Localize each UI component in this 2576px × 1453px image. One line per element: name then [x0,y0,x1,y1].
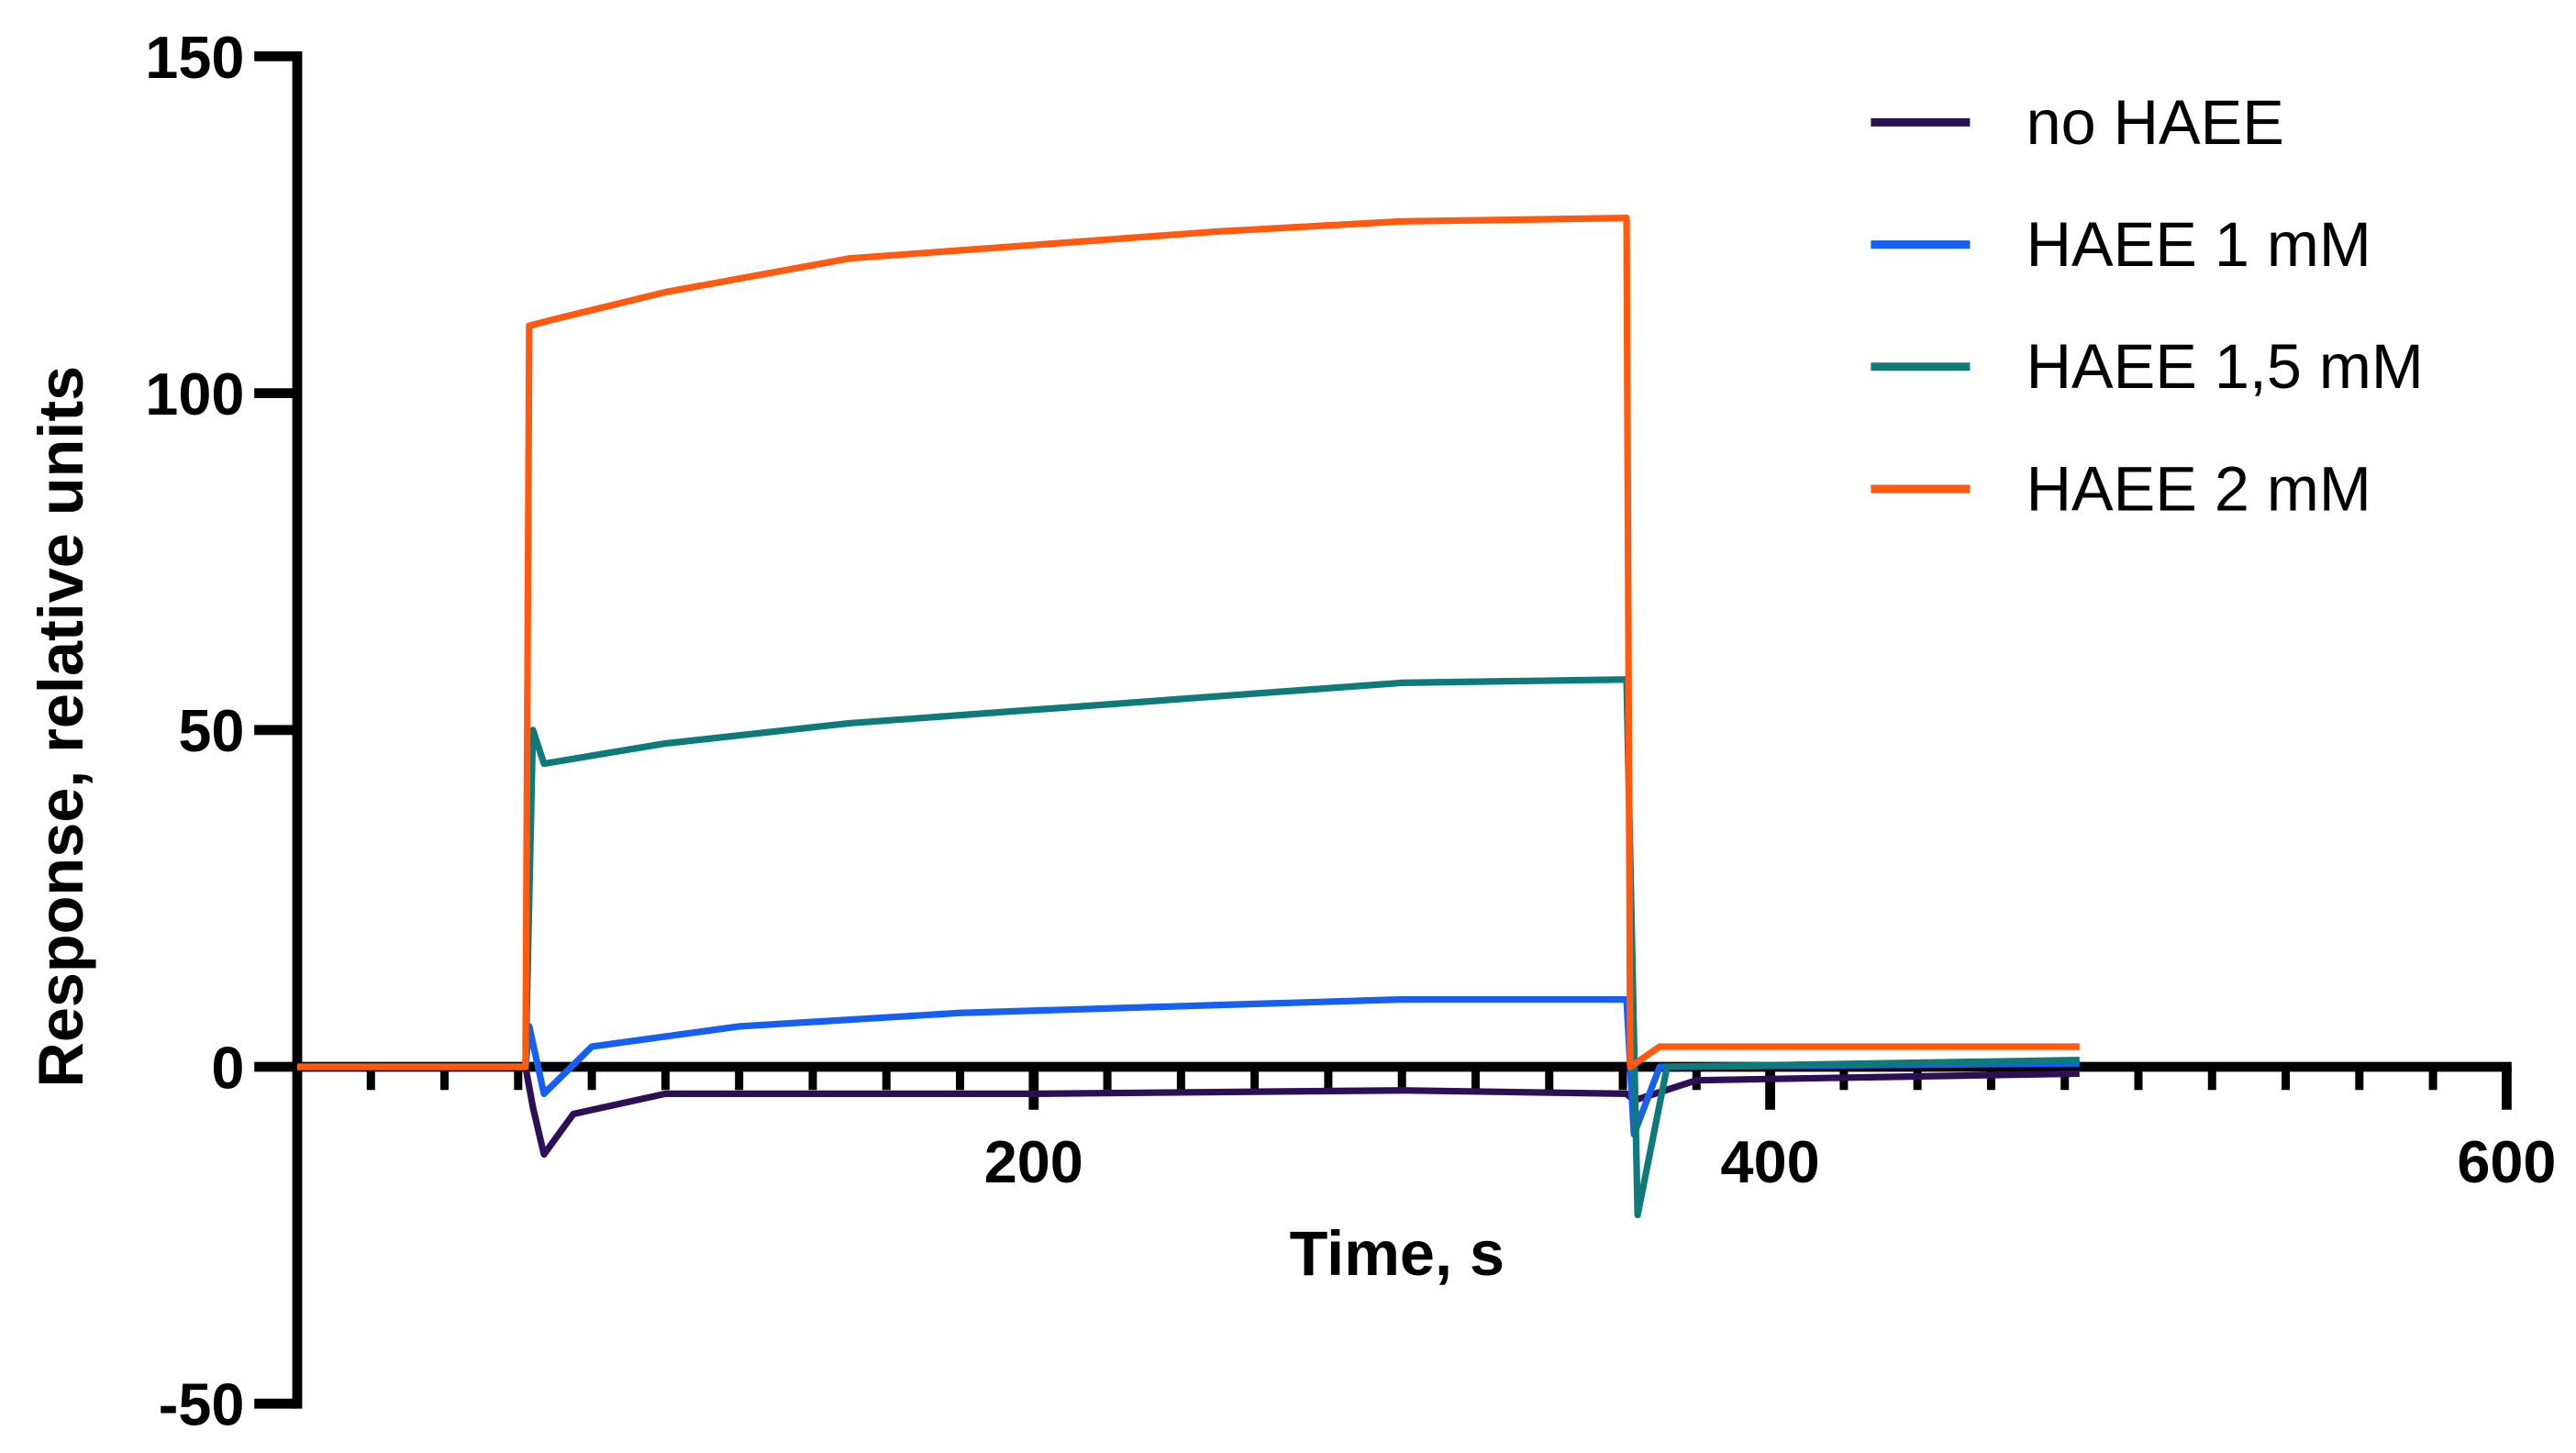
y-tick-label: 0 [211,1034,244,1101]
legend-label: HAEE 1,5 mM [2026,332,2424,402]
y-tick-label: -50 [159,1371,245,1438]
y-tick-label: 50 [178,697,244,764]
series-line [297,676,2080,1219]
y-axis-title: Response, relative units [27,366,96,1088]
x-axis-title: Time, s [1290,1219,1505,1289]
x-tick-label: 200 [984,1128,1083,1195]
series-line [297,215,2080,1070]
series-line [297,1063,2080,1159]
legend-label: HAEE 2 mM [2026,454,2371,524]
legend-label: no HAEE [2026,88,2284,158]
y-tick-label: 150 [145,24,244,91]
x-tick-label: 400 [1721,1128,1820,1195]
x-tick-label: 600 [2457,1128,2556,1195]
y-tick-label: 100 [145,360,244,427]
legend-label: HAEE 1 mM [2026,210,2371,280]
